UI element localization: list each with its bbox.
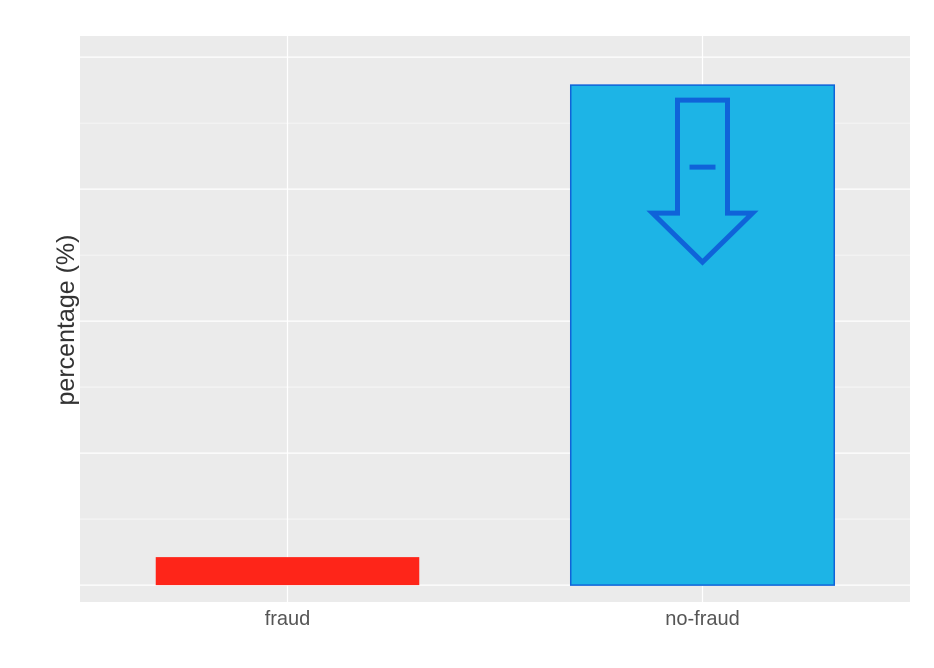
annotation-layer xyxy=(646,97,759,266)
x-axis-ticks: fraud no-fraud xyxy=(265,608,740,630)
bar-fraud xyxy=(155,557,420,586)
x-tick-label-fraud: fraud xyxy=(265,608,311,630)
y-axis-label: percentage (%) xyxy=(52,235,80,406)
down-arrow-icon xyxy=(646,97,759,266)
bar-no-fraud xyxy=(569,84,836,586)
x-tick-label-no-fraud: no-fraud xyxy=(665,608,740,630)
